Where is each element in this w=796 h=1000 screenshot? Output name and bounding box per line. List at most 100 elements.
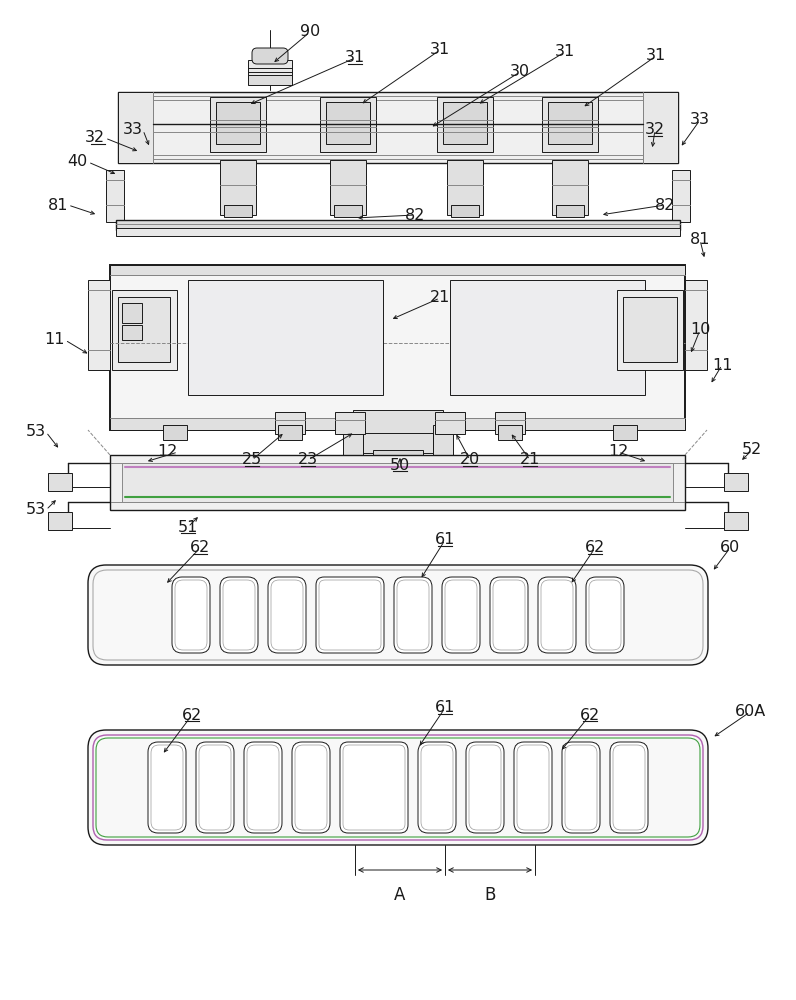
Bar xyxy=(106,170,124,222)
Text: 61: 61 xyxy=(435,532,455,548)
FancyBboxPatch shape xyxy=(394,577,432,653)
Bar xyxy=(353,410,443,435)
Text: 53: 53 xyxy=(26,502,46,518)
Bar xyxy=(110,455,685,510)
FancyBboxPatch shape xyxy=(340,742,408,833)
Bar xyxy=(118,92,153,163)
Bar xyxy=(623,297,677,362)
Bar xyxy=(552,160,588,215)
Bar xyxy=(685,280,707,370)
Text: 31: 31 xyxy=(430,42,450,57)
Bar xyxy=(116,228,680,236)
Bar xyxy=(110,265,685,430)
Bar xyxy=(343,425,363,455)
Bar xyxy=(363,433,433,453)
Text: 10: 10 xyxy=(690,322,710,338)
FancyBboxPatch shape xyxy=(418,742,456,833)
Text: 82: 82 xyxy=(655,198,675,213)
Bar xyxy=(112,290,177,370)
Bar xyxy=(210,97,266,152)
Text: 25: 25 xyxy=(242,452,262,468)
Bar xyxy=(373,450,423,465)
FancyBboxPatch shape xyxy=(442,577,480,653)
Text: 33: 33 xyxy=(690,112,710,127)
Text: 82: 82 xyxy=(405,208,425,223)
FancyBboxPatch shape xyxy=(562,742,600,833)
Text: 60: 60 xyxy=(720,540,740,556)
Bar xyxy=(433,425,453,455)
Text: 32: 32 xyxy=(85,130,105,145)
Text: 23: 23 xyxy=(298,452,318,468)
Bar xyxy=(495,412,525,434)
Bar xyxy=(116,220,680,230)
Text: 62: 62 xyxy=(190,540,210,556)
Bar xyxy=(48,473,72,491)
Text: 90: 90 xyxy=(300,24,320,39)
FancyBboxPatch shape xyxy=(514,742,552,833)
Text: 31: 31 xyxy=(555,44,576,60)
Bar xyxy=(498,425,522,440)
Bar xyxy=(617,290,683,370)
FancyBboxPatch shape xyxy=(172,577,210,653)
FancyBboxPatch shape xyxy=(196,742,234,833)
Bar xyxy=(548,102,592,144)
Text: 11: 11 xyxy=(45,332,65,348)
Bar xyxy=(326,102,370,144)
Bar xyxy=(118,92,678,163)
Text: 40: 40 xyxy=(68,154,88,169)
Bar xyxy=(216,102,260,144)
FancyBboxPatch shape xyxy=(244,742,282,833)
FancyBboxPatch shape xyxy=(490,577,528,653)
FancyBboxPatch shape xyxy=(586,577,624,653)
Bar xyxy=(437,97,493,152)
FancyBboxPatch shape xyxy=(316,577,384,653)
Text: 53: 53 xyxy=(26,424,46,440)
Bar xyxy=(163,425,187,440)
FancyBboxPatch shape xyxy=(466,742,504,833)
Text: 60A: 60A xyxy=(735,704,766,720)
Bar xyxy=(643,92,678,163)
Bar xyxy=(443,102,487,144)
Bar xyxy=(118,297,170,362)
Bar xyxy=(724,473,748,491)
Bar xyxy=(110,265,685,275)
Bar xyxy=(188,280,383,395)
Bar xyxy=(451,205,479,217)
Bar xyxy=(122,325,142,340)
FancyBboxPatch shape xyxy=(292,742,330,833)
Text: 20: 20 xyxy=(460,452,480,468)
Text: A: A xyxy=(394,886,406,904)
Text: 30: 30 xyxy=(510,64,530,80)
Text: 81: 81 xyxy=(48,198,68,213)
Bar xyxy=(335,412,365,434)
Text: 62: 62 xyxy=(579,708,600,722)
Text: 61: 61 xyxy=(435,700,455,716)
Text: 62: 62 xyxy=(585,540,605,556)
Bar xyxy=(220,160,256,215)
Bar xyxy=(450,280,645,395)
Bar xyxy=(110,418,685,430)
Bar xyxy=(224,205,252,217)
Text: 21: 21 xyxy=(430,290,451,306)
Bar xyxy=(248,60,292,78)
Bar xyxy=(278,425,302,440)
Bar xyxy=(122,463,673,502)
Text: 51: 51 xyxy=(178,520,198,534)
FancyBboxPatch shape xyxy=(148,742,186,833)
Text: 81: 81 xyxy=(690,232,710,247)
Text: 50: 50 xyxy=(390,458,410,473)
Bar xyxy=(613,425,637,440)
Text: 31: 31 xyxy=(345,50,365,66)
Bar xyxy=(330,160,366,215)
Text: B: B xyxy=(484,886,496,904)
Bar xyxy=(48,512,72,530)
Text: 62: 62 xyxy=(181,708,202,722)
Bar xyxy=(320,97,376,152)
FancyBboxPatch shape xyxy=(220,577,258,653)
Bar xyxy=(556,205,584,217)
Bar xyxy=(248,75,292,85)
FancyBboxPatch shape xyxy=(538,577,576,653)
Text: 52: 52 xyxy=(742,442,762,458)
Bar xyxy=(122,303,142,323)
Text: 21: 21 xyxy=(520,452,540,468)
